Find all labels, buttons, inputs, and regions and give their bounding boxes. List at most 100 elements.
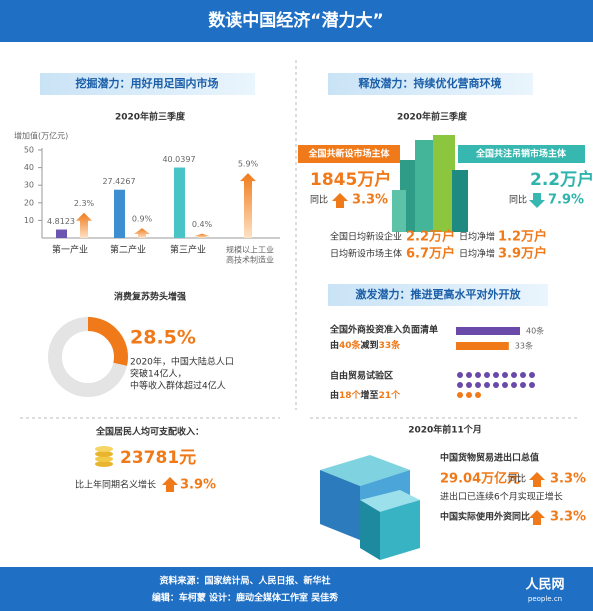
growth-arrow [76, 212, 92, 238]
banner [298, 145, 400, 163]
section-heading: 挖掘潜力：用好用足国内市场 [76, 76, 219, 90]
bar [456, 342, 509, 350]
value-label: 40.0397 [162, 155, 195, 164]
amount: 23781元 [120, 448, 196, 468]
note: 2020年，中国大陆总人口 [130, 356, 234, 368]
logo: 人民网 [525, 577, 564, 593]
label: 日均新设市场主体 [330, 248, 402, 260]
growth-arrow [194, 233, 210, 238]
growth: 3.9% [180, 478, 216, 493]
growth-label: 0.4% [192, 220, 213, 229]
dot [484, 382, 490, 388]
value-label: 27.4267 [102, 177, 135, 186]
dot [466, 382, 472, 388]
dot-group [457, 392, 481, 398]
amount: 1.2万户 [498, 229, 547, 245]
text-part: 18个 [339, 389, 362, 401]
growth: 3.3% [352, 193, 388, 208]
bar [56, 229, 67, 238]
dot [520, 382, 526, 388]
bar [174, 167, 185, 238]
dot [502, 382, 508, 388]
arrow-icon [162, 477, 178, 492]
x-tick-label: 第一产业 [52, 244, 88, 256]
x-tick-label: 规模以上工业 [226, 245, 274, 255]
dot [457, 392, 463, 398]
y-tick-label: 50 [24, 146, 34, 155]
amount: 3.9万户 [498, 246, 547, 262]
growth-label: 0.9% [132, 215, 153, 224]
growth: 3.3% [550, 510, 586, 525]
text-part: 40条 [339, 339, 362, 351]
dot [484, 372, 490, 378]
y-tick-label: 10 [24, 216, 34, 225]
growth: 7.9% [548, 193, 584, 208]
note: 比上年同期名义增长 [75, 479, 156, 491]
arrow-icon [529, 472, 545, 487]
dot [475, 372, 481, 378]
growth-arrow [134, 228, 150, 238]
dot [511, 372, 517, 378]
note: 突破14亿人， [130, 368, 186, 380]
dot [466, 392, 472, 398]
bar [114, 189, 125, 238]
label: 全国日均新设企业 [330, 231, 402, 243]
text-part: 21个 [379, 389, 402, 401]
label: 日均净增 [459, 248, 495, 260]
label: 同比 [509, 194, 527, 206]
amount: 1845万户 [310, 169, 391, 190]
period: 2020年前三季度 [115, 111, 186, 123]
label: 同比 [508, 473, 526, 485]
amount: 2.2万户 [406, 229, 455, 245]
dot-group [457, 372, 535, 388]
amount: 6.7万户 [406, 246, 455, 262]
label: 日均净增 [459, 231, 495, 243]
sentence: 由18个增至21个 [330, 389, 401, 401]
amount: 29.04万亿元 [440, 471, 520, 487]
text-part: 减到 [361, 339, 379, 351]
containers [320, 455, 420, 560]
growth-label: 2.3% [74, 199, 95, 208]
footer-band [0, 567, 593, 611]
banner [458, 145, 585, 163]
growth: 3.3% [550, 472, 586, 487]
header-band [0, 0, 593, 42]
sub-title: 中国实际使用外资同比 [440, 511, 530, 523]
sub-title: 消费复苏势头增强 [114, 291, 186, 303]
dot [457, 382, 463, 388]
arrow-icon [529, 510, 545, 525]
label: 同比 [310, 194, 328, 206]
dot [457, 372, 463, 378]
note: 进出口已连续6个月实现正增长 [440, 491, 563, 503]
y-tick-label: 30 [24, 181, 34, 190]
source: 资料来源：国家统计局、人民日报、新华社 [159, 575, 330, 587]
y-tick-label: 20 [24, 198, 34, 207]
value-label: 40条 [526, 326, 544, 336]
title: 数读中国经济“潜力大” [208, 10, 383, 31]
sub-title: 全国居民人均可支配收入： [95, 426, 204, 438]
x-tick-label: 第三产业 [170, 244, 206, 256]
bar [456, 327, 520, 335]
y-tick-label: 40 [24, 163, 34, 172]
dot [502, 372, 508, 378]
sub-title: 全国外商投资准入负面清单 [329, 324, 438, 336]
x-tick-label: 高技术制造业 [226, 255, 274, 265]
section-heading: 激发潜力：推进更高水平对外开放 [356, 287, 522, 301]
dot [466, 372, 472, 378]
heading-box [328, 73, 533, 95]
arrow-icon [332, 193, 348, 208]
coins [95, 446, 113, 467]
banner-label: 全国共注吊销市场主体 [475, 148, 567, 160]
growth-arrow [240, 173, 256, 238]
text-part: 增至 [361, 389, 379, 401]
sentence: 由40条减到33条 [330, 339, 401, 351]
credits: 编辑：车柯蒙 设计：鹿动全媒体工作室 吴佳秀 [152, 592, 338, 604]
period: 2020年前三季度 [397, 111, 468, 123]
heading-box [328, 284, 548, 306]
sub-title: 自由贸易试验区 [330, 370, 393, 382]
period: 2020年前11个月 [408, 424, 482, 436]
buildings [392, 135, 468, 232]
arrow-icon [529, 193, 545, 208]
axis-label: 增加值(万亿元) [14, 131, 68, 141]
